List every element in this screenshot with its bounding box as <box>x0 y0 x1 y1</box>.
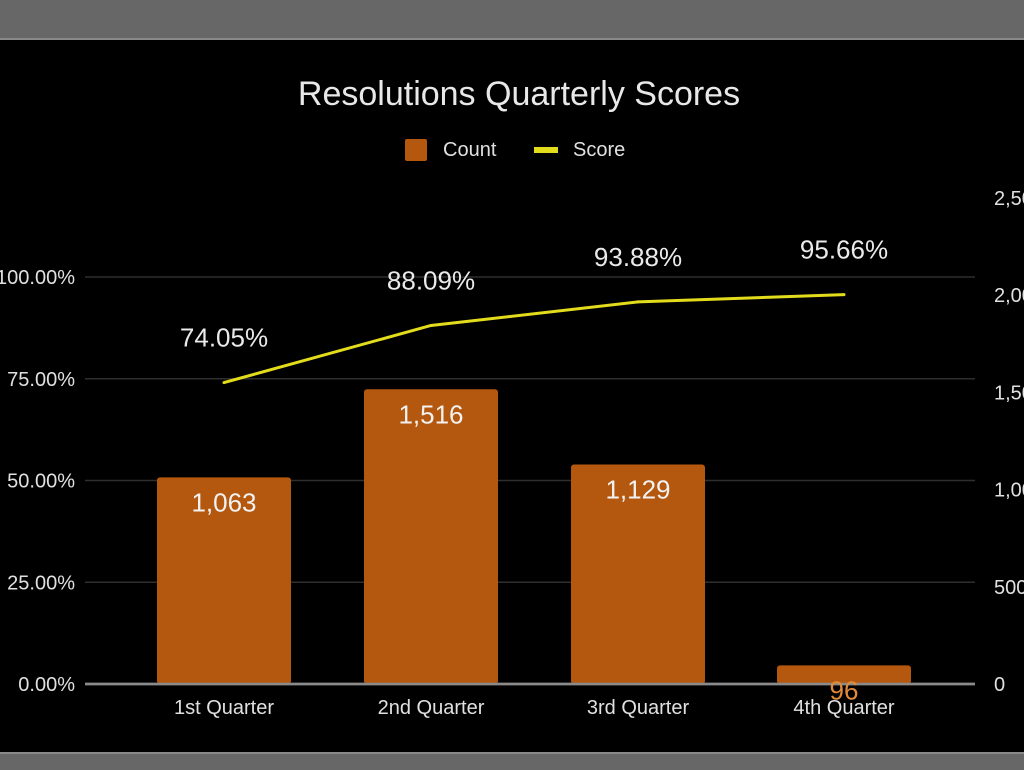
right-tick-label: 0 <box>994 674 1005 696</box>
score-point <box>636 300 640 304</box>
bar-2nd-quarter <box>364 389 498 684</box>
right-tick-label: 1,500 <box>994 382 1024 404</box>
bar-4th-quarter <box>777 665 911 684</box>
left-tick-label: 0.00% <box>18 674 75 696</box>
left-tick-label: 75.00% <box>7 369 75 391</box>
right-tick-label: 2,000 <box>994 285 1024 307</box>
bar-value-label: 1,129 <box>605 475 670 505</box>
score-value-label: 74.05% <box>180 323 268 353</box>
chart: Resolutions Quarterly Scores Count Score 0.… <box>0 75 1024 719</box>
legend-count-swatch <box>405 139 427 161</box>
x-tick-label: 1st Quarter <box>174 697 274 719</box>
right-tick-label: 1,000 <box>994 480 1024 502</box>
bar-value-label: 96 <box>830 675 859 705</box>
legend-score-label: Score <box>573 139 625 161</box>
score-point <box>842 293 846 297</box>
bar-value-label: 1,063 <box>191 487 256 517</box>
score-value-label: 88.09% <box>387 265 475 295</box>
top-frame-bar <box>0 0 1024 40</box>
score-point <box>222 381 226 385</box>
score-value-label: 95.66% <box>800 235 888 265</box>
bar-value-label: 1,516 <box>398 399 463 429</box>
left-tick-label: 50.00% <box>7 471 75 493</box>
legend-count-label: Count <box>443 139 497 161</box>
bar-3rd-quarter <box>571 464 705 684</box>
score-line <box>223 293 845 385</box>
x-tick-label: 3rd Quarter <box>587 697 690 719</box>
chart-title: Resolutions Quarterly Scores <box>298 75 740 113</box>
bottom-frame-bar <box>0 752 1024 770</box>
score-point <box>429 323 433 327</box>
right-tick-label: 500 <box>994 577 1024 599</box>
bar-1st-quarter <box>157 477 291 684</box>
score-value-label: 93.88% <box>594 242 682 272</box>
left-tick-label: 100.00% <box>0 267 75 289</box>
legend-score-swatch <box>534 147 558 153</box>
right-tick-label: 2,500 <box>994 188 1024 210</box>
x-tick-label: 4th Quarter <box>793 697 895 719</box>
left-tick-label: 25.00% <box>7 572 75 594</box>
x-tick-label: 2nd Quarter <box>378 697 485 719</box>
